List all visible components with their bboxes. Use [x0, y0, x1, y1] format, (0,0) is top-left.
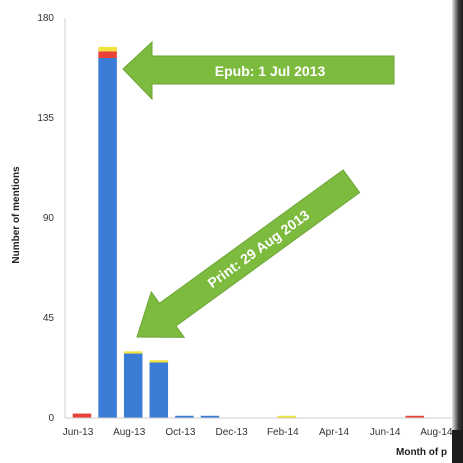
x-tick-label: Jun-13: [63, 427, 94, 438]
bar-segment: [98, 58, 117, 418]
bar-segment: [277, 415, 297, 418]
y-tick-label: 0: [48, 413, 54, 424]
y-tick-labels: 0 45 90 135 180: [37, 13, 54, 424]
bar-segment: [98, 46, 117, 52]
y-tick-label: 45: [43, 313, 55, 324]
bar-segment: [123, 353, 143, 418]
bar-segment: [200, 415, 220, 418]
x-axis-title: Month of p: [396, 447, 447, 458]
x-tick-label: Oct-13: [165, 427, 195, 438]
y-tick-label: 180: [37, 13, 54, 24]
bar-segment: [405, 415, 425, 418]
epub-annotation-arrow: Epub: 1 Jul 2013: [122, 40, 395, 101]
bar-segment: [175, 415, 194, 418]
print-arrow-shape: [136, 169, 361, 338]
x-tick-label: Apr-14: [319, 427, 349, 438]
y-tick-label: 90: [43, 213, 55, 224]
x-tick-label: Aug-14: [420, 427, 453, 438]
axes-layer: [64, 18, 452, 419]
x-tick-label: Feb-14: [267, 427, 299, 438]
epub-annotation-label: Epub: 1 Jul 2013: [215, 63, 326, 79]
x-tick-label: Dec-13: [215, 427, 248, 438]
x-tick-label: Aug-13: [113, 427, 146, 438]
x-tick-labels: Jun-13 Aug-13 Oct-13 Dec-13 Feb-14 Apr-14 Jun-…: [63, 427, 453, 438]
epub-arrow-shape: [122, 40, 395, 101]
x-tick-label: Jun-14: [370, 427, 401, 438]
y-axis-title: Number of mentions: [11, 166, 22, 264]
bars-layer: [72, 46, 425, 418]
bar-segment: [123, 351, 143, 354]
bar-segment: [98, 51, 117, 58]
bar-segment: [72, 413, 92, 418]
bar-segment: [149, 360, 169, 363]
y-tick-label: 135: [37, 113, 54, 124]
print-annotation-arrow: Print: 29 Aug 2013: [136, 169, 361, 338]
bar-segment: [149, 362, 169, 418]
print-annotation-label: Print: 29 Aug 2013: [204, 206, 312, 291]
